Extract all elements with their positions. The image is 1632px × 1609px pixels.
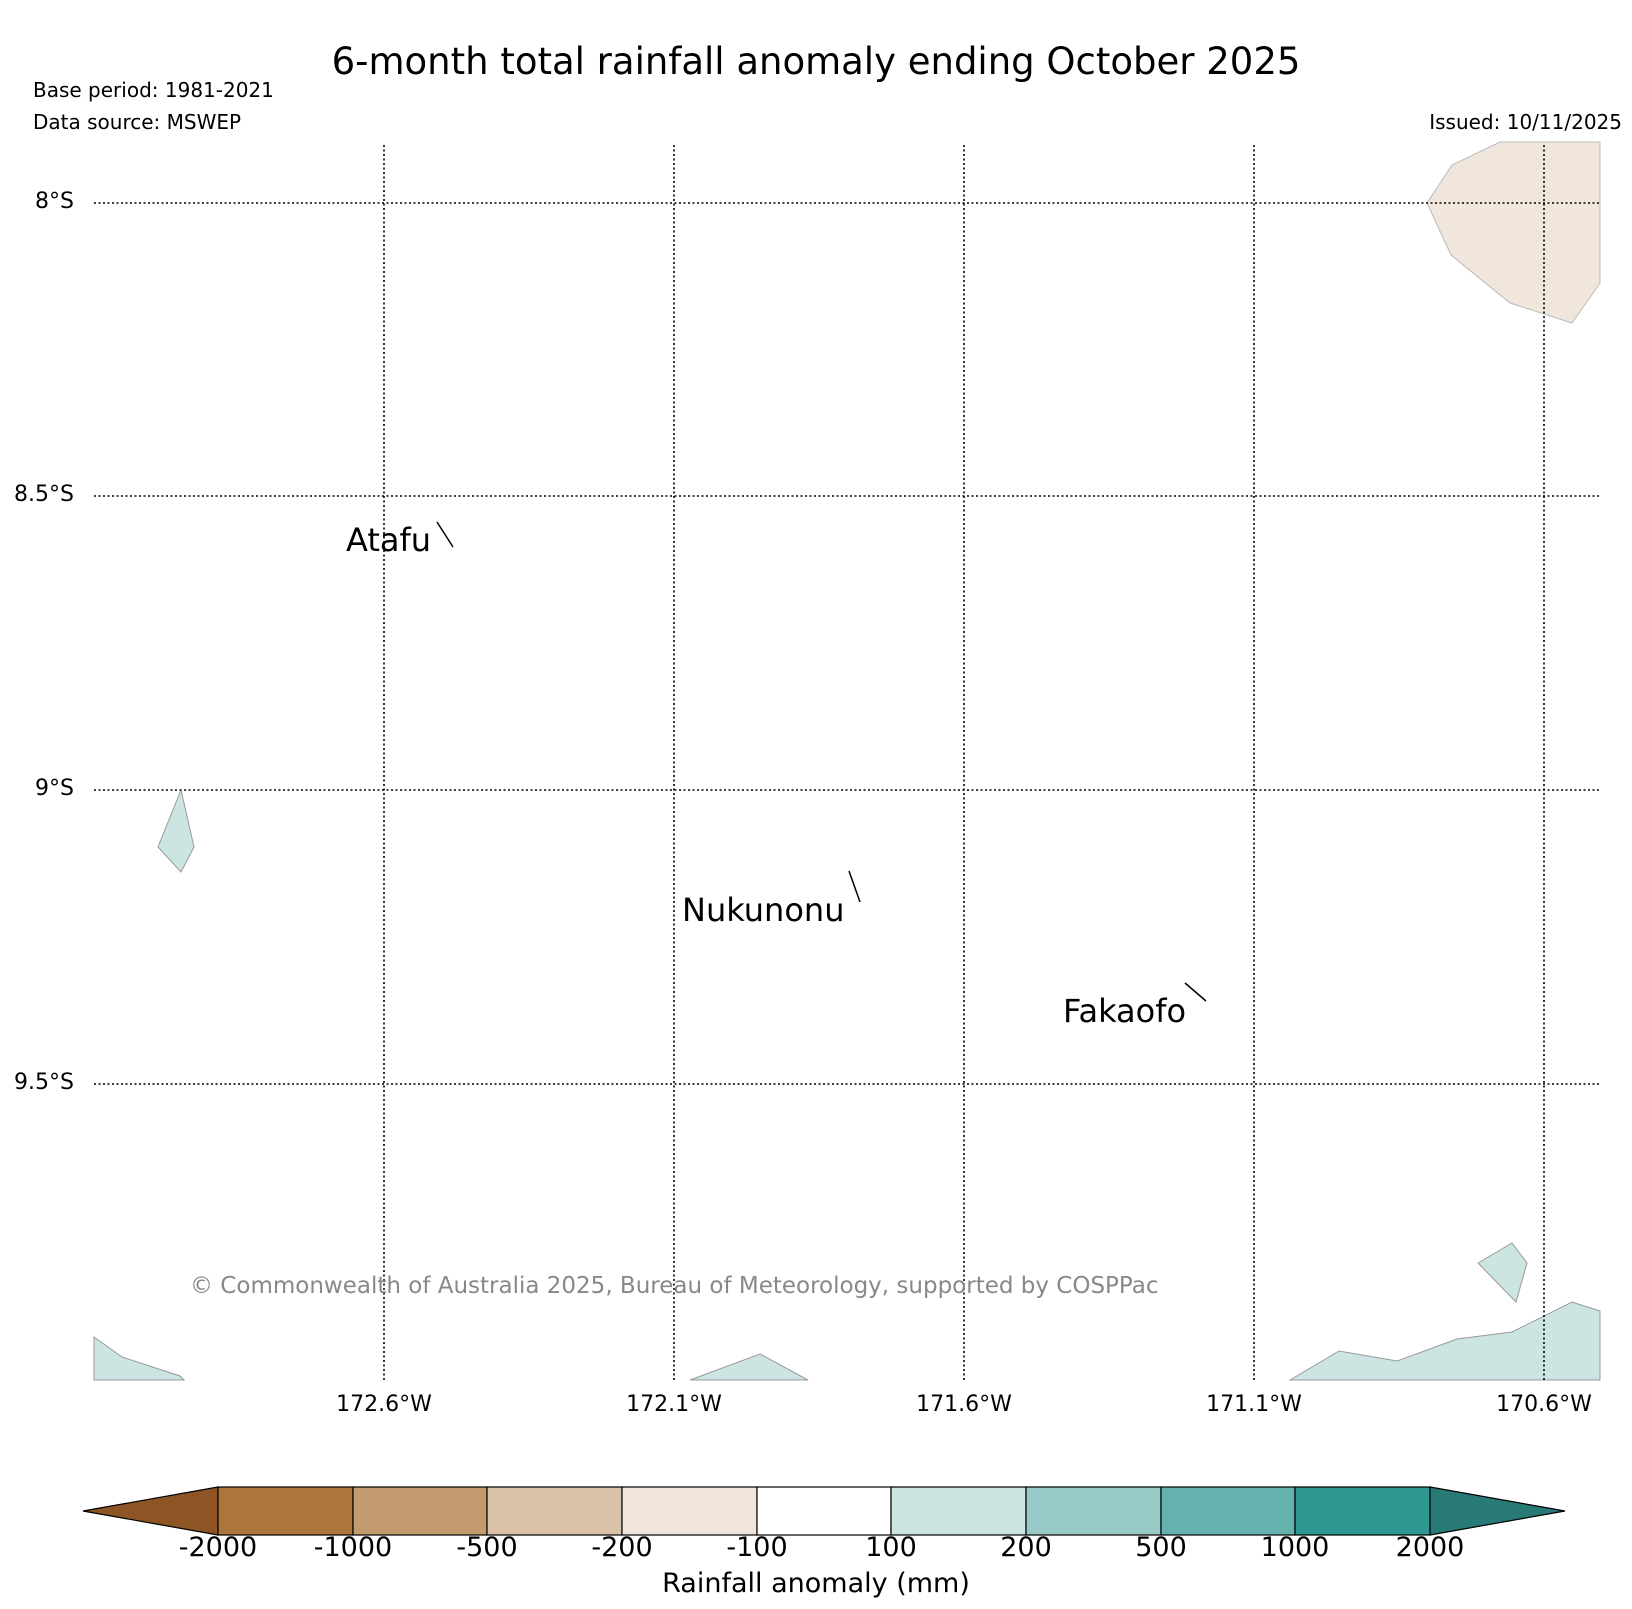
colorbar-segment [756, 1486, 892, 1536]
colorbar-extend-low [82, 1486, 219, 1536]
colorbar-label: Rainfall anomaly (mm) [662, 1568, 970, 1599]
colorbar-segment [1294, 1486, 1431, 1536]
wet-anomaly-region [1477, 1242, 1528, 1303]
colorbar-tick-label: -500 [456, 1532, 518, 1563]
colorbar-tick-label: 200 [1000, 1532, 1052, 1563]
base-period-text: Base period: 1981-2021 [33, 78, 274, 102]
fakaofo-atoll-marker [1184, 982, 1207, 1002]
data-source-text: Data source: MSWEP [33, 110, 242, 134]
issued-date-text: Issued: 10/11/2025 [1429, 110, 1622, 134]
colorbar-tick-label: 2000 [1395, 1532, 1465, 1563]
colorbar-extend-high [1429, 1486, 1566, 1536]
latitude-label: 8°S [35, 189, 74, 214]
atafu-atoll-marker [436, 521, 454, 548]
colorbar-tick-label: 100 [865, 1532, 917, 1563]
colorbar-segment [890, 1486, 1027, 1536]
wet-anomaly-region [689, 1353, 809, 1381]
colorbar-tick-label: -100 [726, 1532, 788, 1563]
longitude-label: 172.1°W [626, 1392, 722, 1417]
colorbar-tick-label: 1000 [1260, 1532, 1330, 1563]
colorbar-segment [1160, 1486, 1296, 1536]
colorbar [82, 1486, 1566, 1536]
dry-anomaly-region [1426, 141, 1601, 324]
wet-anomaly-region [1288, 1301, 1601, 1381]
colorbar-segment [217, 1486, 354, 1536]
colorbar-segment [352, 1486, 488, 1536]
latitude-label: 9.5°S [14, 1070, 74, 1095]
wet-anomaly-region [157, 788, 195, 873]
longitude-label: 171.6°W [916, 1392, 1012, 1417]
latitude-label: 9°S [35, 776, 74, 801]
place-label-nukunonu: Nukunonu [682, 891, 845, 929]
nukunonu-atoll-marker [848, 870, 861, 903]
colorbar-tick-label: -200 [591, 1532, 653, 1563]
longitude-label: 170.6°W [1496, 1392, 1592, 1417]
longitude-label: 171.1°W [1206, 1392, 1302, 1417]
wet-anomaly-region [93, 1336, 186, 1381]
colorbar-segment [621, 1486, 758, 1536]
colorbar-tick-label: -1000 [313, 1532, 393, 1563]
colorbar-tick-label: -2000 [178, 1532, 258, 1563]
map-title: 6-month total rainfall anomaly ending Oc… [331, 40, 1301, 83]
place-label-atafu: Atafu [346, 521, 432, 559]
latitude-label: 8.5°S [14, 482, 74, 507]
place-label-fakaofo: Fakaofo [1063, 992, 1187, 1030]
longitude-label: 172.6°W [336, 1392, 432, 1417]
colorbar-tick-label: 500 [1135, 1532, 1187, 1563]
colorbar-segment [1025, 1486, 1162, 1536]
colorbar-segment [486, 1486, 623, 1536]
copyright-notice: © Commonwealth of Australia 2025, Bureau… [190, 1273, 1159, 1299]
